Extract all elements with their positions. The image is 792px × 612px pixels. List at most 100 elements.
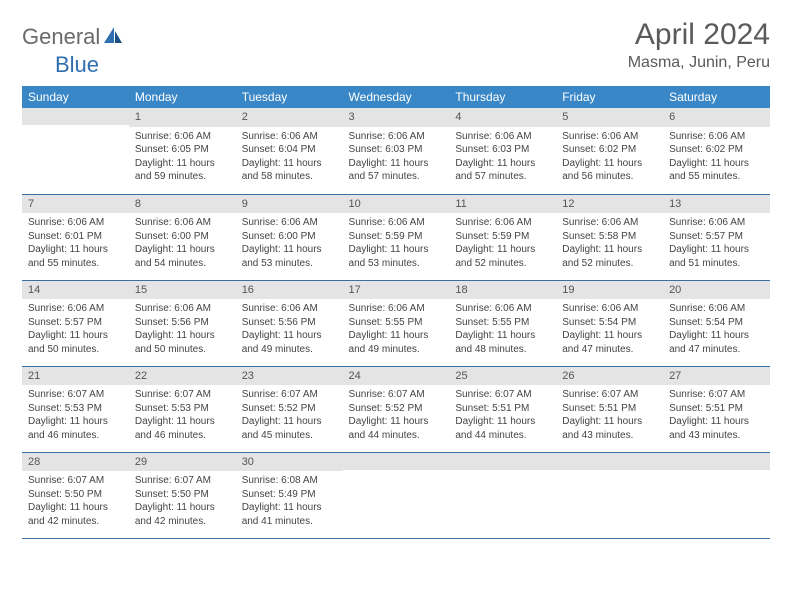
- day-number: 27: [663, 367, 770, 386]
- day-number: 13: [663, 195, 770, 214]
- day-number: [663, 453, 770, 470]
- calendar-day-cell: 10Sunrise: 6:06 AM Sunset: 5:59 PM Dayli…: [343, 194, 450, 280]
- day-number: 1: [129, 108, 236, 127]
- day-details: Sunrise: 6:06 AM Sunset: 5:58 PM Dayligh…: [556, 213, 663, 274]
- day-details: Sunrise: 6:07 AM Sunset: 5:52 PM Dayligh…: [343, 385, 450, 446]
- calendar-week-row: 1Sunrise: 6:06 AM Sunset: 6:05 PM Daylig…: [22, 108, 770, 194]
- day-number: 18: [449, 281, 556, 300]
- day-details: Sunrise: 6:06 AM Sunset: 5:55 PM Dayligh…: [343, 299, 450, 360]
- day-details: Sunrise: 6:08 AM Sunset: 5:49 PM Dayligh…: [236, 471, 343, 532]
- day-number: 15: [129, 281, 236, 300]
- day-number: [22, 108, 129, 125]
- calendar-day-cell: 1Sunrise: 6:06 AM Sunset: 6:05 PM Daylig…: [129, 108, 236, 194]
- day-details: Sunrise: 6:07 AM Sunset: 5:51 PM Dayligh…: [449, 385, 556, 446]
- calendar-day-cell: 14Sunrise: 6:06 AM Sunset: 5:57 PM Dayli…: [22, 280, 129, 366]
- calendar-day-cell: [449, 452, 556, 538]
- day-details: Sunrise: 6:06 AM Sunset: 5:54 PM Dayligh…: [663, 299, 770, 360]
- calendar-day-cell: 21Sunrise: 6:07 AM Sunset: 5:53 PM Dayli…: [22, 366, 129, 452]
- day-details: Sunrise: 6:06 AM Sunset: 6:01 PM Dayligh…: [22, 213, 129, 274]
- day-number: 24: [343, 367, 450, 386]
- calendar-day-cell: 13Sunrise: 6:06 AM Sunset: 5:57 PM Dayli…: [663, 194, 770, 280]
- sail-icon: [103, 26, 123, 49]
- day-number: 26: [556, 367, 663, 386]
- day-number: 19: [556, 281, 663, 300]
- day-number: 17: [343, 281, 450, 300]
- title-block: April 2024 Masma, Junin, Peru: [628, 18, 770, 72]
- calendar-day-cell: 28Sunrise: 6:07 AM Sunset: 5:50 PM Dayli…: [22, 452, 129, 538]
- day-number: 12: [556, 195, 663, 214]
- calendar-day-cell: 5Sunrise: 6:06 AM Sunset: 6:02 PM Daylig…: [556, 108, 663, 194]
- day-number: 23: [236, 367, 343, 386]
- day-details: Sunrise: 6:06 AM Sunset: 5:56 PM Dayligh…: [236, 299, 343, 360]
- day-details: Sunrise: 6:06 AM Sunset: 5:59 PM Dayligh…: [449, 213, 556, 274]
- day-number: 3: [343, 108, 450, 127]
- calendar-day-cell: 11Sunrise: 6:06 AM Sunset: 5:59 PM Dayli…: [449, 194, 556, 280]
- calendar-day-cell: [556, 452, 663, 538]
- calendar-day-cell: 25Sunrise: 6:07 AM Sunset: 5:51 PM Dayli…: [449, 366, 556, 452]
- day-details: Sunrise: 6:06 AM Sunset: 6:00 PM Dayligh…: [236, 213, 343, 274]
- weekday-header-row: Sunday Monday Tuesday Wednesday Thursday…: [22, 86, 770, 108]
- weekday-header: Sunday: [22, 86, 129, 108]
- calendar-week-row: 14Sunrise: 6:06 AM Sunset: 5:57 PM Dayli…: [22, 280, 770, 366]
- day-details: Sunrise: 6:06 AM Sunset: 6:02 PM Dayligh…: [556, 127, 663, 188]
- day-number: 6: [663, 108, 770, 127]
- calendar-week-row: 7Sunrise: 6:06 AM Sunset: 6:01 PM Daylig…: [22, 194, 770, 280]
- day-details: Sunrise: 6:06 AM Sunset: 5:59 PM Dayligh…: [343, 213, 450, 274]
- weekday-header: Friday: [556, 86, 663, 108]
- day-number: 5: [556, 108, 663, 127]
- calendar-day-cell: 26Sunrise: 6:07 AM Sunset: 5:51 PM Dayli…: [556, 366, 663, 452]
- calendar-day-cell: 24Sunrise: 6:07 AM Sunset: 5:52 PM Dayli…: [343, 366, 450, 452]
- calendar-day-cell: 12Sunrise: 6:06 AM Sunset: 5:58 PM Dayli…: [556, 194, 663, 280]
- weekday-header: Thursday: [449, 86, 556, 108]
- day-number: 25: [449, 367, 556, 386]
- day-details: Sunrise: 6:07 AM Sunset: 5:50 PM Dayligh…: [129, 471, 236, 532]
- day-number: [343, 453, 450, 470]
- day-details: Sunrise: 6:06 AM Sunset: 5:56 PM Dayligh…: [129, 299, 236, 360]
- day-details: Sunrise: 6:06 AM Sunset: 5:54 PM Dayligh…: [556, 299, 663, 360]
- day-details: Sunrise: 6:06 AM Sunset: 6:05 PM Dayligh…: [129, 127, 236, 188]
- day-number: 11: [449, 195, 556, 214]
- day-details: Sunrise: 6:06 AM Sunset: 5:57 PM Dayligh…: [663, 213, 770, 274]
- calendar-week-row: 28Sunrise: 6:07 AM Sunset: 5:50 PM Dayli…: [22, 452, 770, 538]
- calendar-day-cell: 17Sunrise: 6:06 AM Sunset: 5:55 PM Dayli…: [343, 280, 450, 366]
- calendar-day-cell: 18Sunrise: 6:06 AM Sunset: 5:55 PM Dayli…: [449, 280, 556, 366]
- logo-text-general: General: [22, 24, 100, 50]
- day-number: 9: [236, 195, 343, 214]
- day-details: Sunrise: 6:07 AM Sunset: 5:50 PM Dayligh…: [22, 471, 129, 532]
- calendar-day-cell: 6Sunrise: 6:06 AM Sunset: 6:02 PM Daylig…: [663, 108, 770, 194]
- day-number: 16: [236, 281, 343, 300]
- calendar-day-cell: [22, 108, 129, 194]
- day-number: 29: [129, 453, 236, 472]
- month-title: April 2024: [628, 18, 770, 52]
- calendar-week-row: 21Sunrise: 6:07 AM Sunset: 5:53 PM Dayli…: [22, 366, 770, 452]
- calendar-day-cell: 22Sunrise: 6:07 AM Sunset: 5:53 PM Dayli…: [129, 366, 236, 452]
- weekday-header: Monday: [129, 86, 236, 108]
- calendar-day-cell: 7Sunrise: 6:06 AM Sunset: 6:01 PM Daylig…: [22, 194, 129, 280]
- day-number: 4: [449, 108, 556, 127]
- day-number: [449, 453, 556, 470]
- day-details: Sunrise: 6:06 AM Sunset: 5:57 PM Dayligh…: [22, 299, 129, 360]
- calendar-day-cell: 9Sunrise: 6:06 AM Sunset: 6:00 PM Daylig…: [236, 194, 343, 280]
- calendar-day-cell: 3Sunrise: 6:06 AM Sunset: 6:03 PM Daylig…: [343, 108, 450, 194]
- day-number: 2: [236, 108, 343, 127]
- day-number: 28: [22, 453, 129, 472]
- day-number: 7: [22, 195, 129, 214]
- day-details: Sunrise: 6:06 AM Sunset: 6:03 PM Dayligh…: [343, 127, 450, 188]
- day-details: Sunrise: 6:07 AM Sunset: 5:52 PM Dayligh…: [236, 385, 343, 446]
- calendar-day-cell: 27Sunrise: 6:07 AM Sunset: 5:51 PM Dayli…: [663, 366, 770, 452]
- day-number: 21: [22, 367, 129, 386]
- day-details: Sunrise: 6:07 AM Sunset: 5:51 PM Dayligh…: [663, 385, 770, 446]
- day-details: Sunrise: 6:06 AM Sunset: 6:00 PM Dayligh…: [129, 213, 236, 274]
- calendar-day-cell: 16Sunrise: 6:06 AM Sunset: 5:56 PM Dayli…: [236, 280, 343, 366]
- day-number: 10: [343, 195, 450, 214]
- calendar-day-cell: 30Sunrise: 6:08 AM Sunset: 5:49 PM Dayli…: [236, 452, 343, 538]
- calendar-day-cell: 20Sunrise: 6:06 AM Sunset: 5:54 PM Dayli…: [663, 280, 770, 366]
- day-details: Sunrise: 6:07 AM Sunset: 5:51 PM Dayligh…: [556, 385, 663, 446]
- day-details: Sunrise: 6:07 AM Sunset: 5:53 PM Dayligh…: [22, 385, 129, 446]
- calendar-table: Sunday Monday Tuesday Wednesday Thursday…: [22, 86, 770, 539]
- calendar-day-cell: 2Sunrise: 6:06 AM Sunset: 6:04 PM Daylig…: [236, 108, 343, 194]
- calendar-day-cell: 15Sunrise: 6:06 AM Sunset: 5:56 PM Dayli…: [129, 280, 236, 366]
- calendar-day-cell: [343, 452, 450, 538]
- calendar-day-cell: 4Sunrise: 6:06 AM Sunset: 6:03 PM Daylig…: [449, 108, 556, 194]
- day-number: 14: [22, 281, 129, 300]
